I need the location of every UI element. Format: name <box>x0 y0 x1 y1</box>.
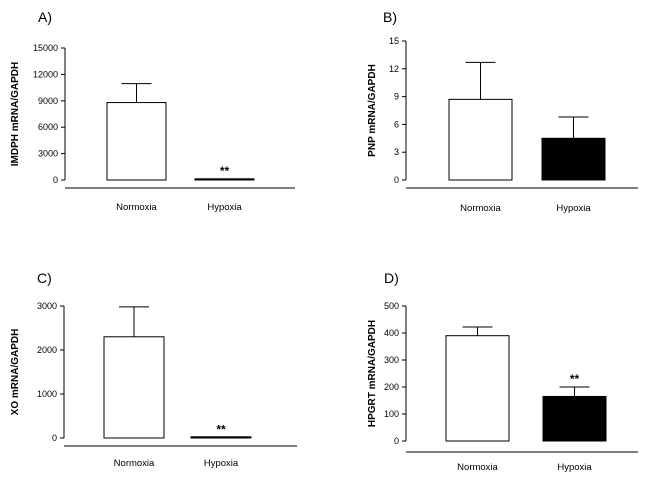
y-tick-label: 15000 <box>33 43 58 53</box>
y-axis-title: XO mRNA/GAPDH <box>10 329 21 416</box>
panel-label: A) <box>38 9 52 25</box>
y-tick-label: 3000 <box>38 149 58 159</box>
panel-b: B) 0 3 6 9 12 15 PNP mRNA/GAPDH Normoxia Hypoxia <box>367 9 638 214</box>
significance-mark: ** <box>570 372 580 386</box>
category-label: Normoxia <box>114 458 155 469</box>
panel-c: C) 0 1000 2000 3000 XO mRNA/GAPDH Normoxia ** Hy… <box>10 270 297 469</box>
y-tick-label: 100 <box>384 409 399 419</box>
panel-label: D) <box>384 270 399 286</box>
bar-normoxia <box>448 98 513 181</box>
category-label: Hypoxia <box>207 202 242 213</box>
y-tick-label: 3000 <box>37 301 57 311</box>
bar-normoxia <box>445 335 510 442</box>
significance-mark: ** <box>220 164 230 178</box>
panel-label: C) <box>37 270 52 286</box>
category-label: Hypoxia <box>556 203 591 214</box>
y-tick-label: 15 <box>389 36 399 46</box>
y-tick-label: 0 <box>394 175 399 185</box>
category-label: Hypoxia <box>557 462 592 473</box>
panel-label: B) <box>383 9 397 25</box>
bar-hypoxia <box>541 137 606 181</box>
y-tick-label: 3 <box>394 147 399 157</box>
y-axis-title: IMDPH mRNA/GAPDH <box>10 62 21 166</box>
y-axis-title: HPGRT mRNA/GAPDH <box>367 320 378 427</box>
bar-hypoxia <box>194 178 255 181</box>
y-tick-label: 12 <box>389 64 399 74</box>
bar-normoxia <box>106 102 167 181</box>
y-tick-label: 300 <box>384 355 399 365</box>
significance-mark: ** <box>216 422 226 436</box>
bar-normoxia <box>103 336 165 439</box>
y-tick-label: 0 <box>52 433 57 443</box>
y-tick-label: 200 <box>384 382 399 392</box>
y-tick-label: 6000 <box>38 122 58 132</box>
y-tick-label: 0 <box>53 175 58 185</box>
y-tick-label: 500 <box>384 301 399 311</box>
y-tick-label: 9 <box>394 92 399 102</box>
y-tick-label: 9000 <box>38 96 58 106</box>
bar-hypoxia <box>190 436 252 439</box>
category-label: Normoxia <box>116 202 157 213</box>
y-tick-label: 2000 <box>37 345 57 355</box>
y-tick-label: 12000 <box>33 69 58 79</box>
y-tick-label: 6 <box>394 119 399 129</box>
bar-hypoxia <box>542 395 607 442</box>
category-label: Normoxia <box>457 462 498 473</box>
y-tick-label: 400 <box>384 328 399 338</box>
category-label: Normoxia <box>460 203 501 214</box>
y-tick-label: 1000 <box>37 389 57 399</box>
panel-a: A) 0 3000 6000 9000 12000 15000 IMDPH mRNA/GAPD… <box>10 9 295 213</box>
category-label: Hypoxia <box>204 458 239 469</box>
panel-d: D) 0 100 200 300 400 500 HPGRT mRNA/GAPDH Normox… <box>367 270 638 473</box>
y-tick-label: 0 <box>394 436 399 446</box>
y-axis-title: PNP mRNA/GAPDH <box>367 64 378 157</box>
